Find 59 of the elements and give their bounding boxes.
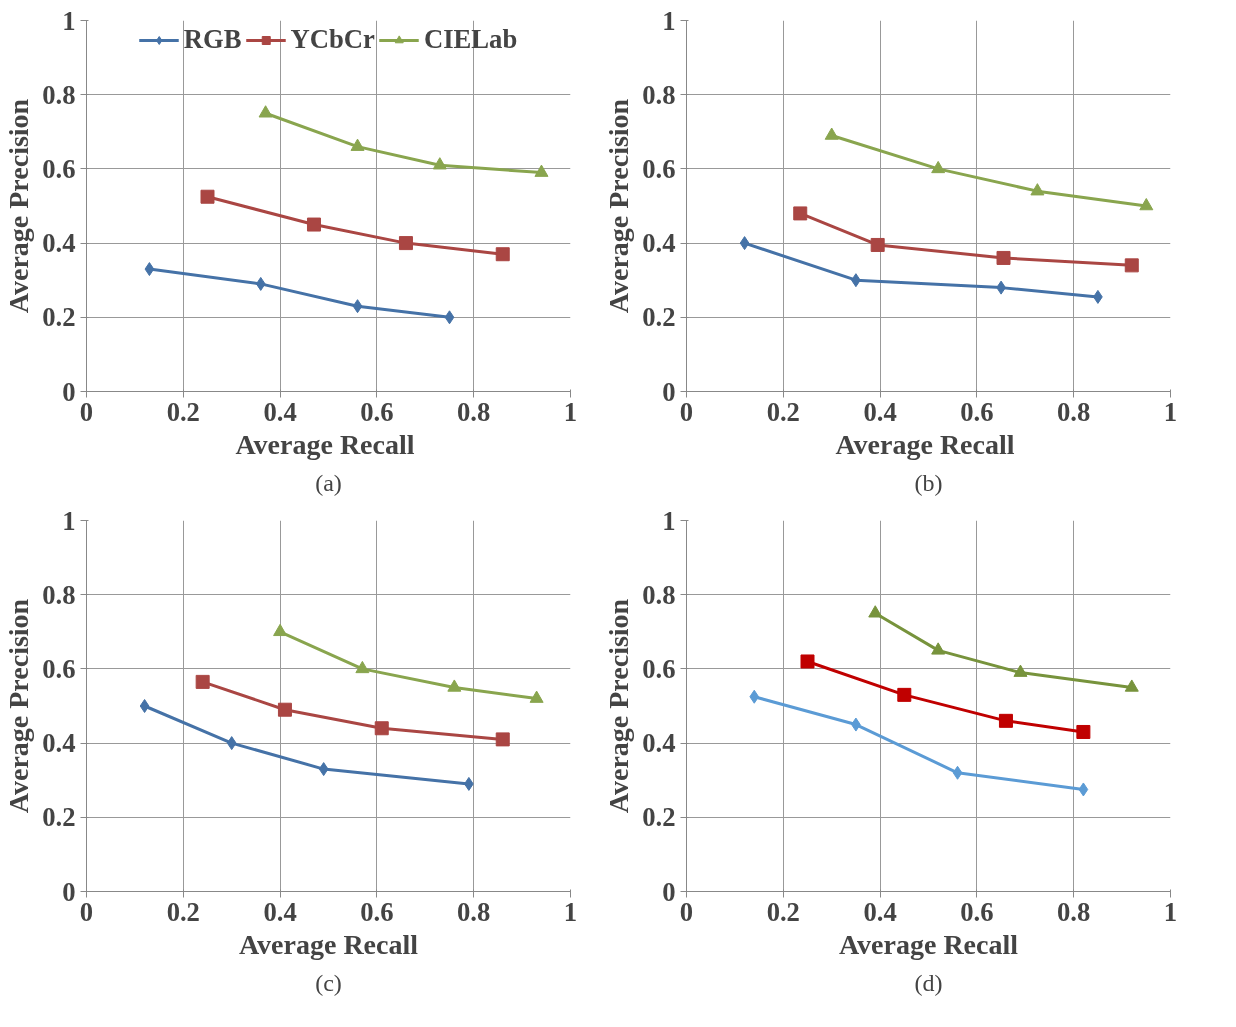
legend-label: RGB bbox=[183, 24, 242, 55]
y-axis-title: Average Precision bbox=[603, 598, 635, 814]
text: (c) bbox=[315, 969, 342, 996]
y-tick-label: 0.2 bbox=[642, 302, 676, 333]
x-tick-label: 0.8 bbox=[457, 896, 491, 927]
y-tick-label: 0.8 bbox=[42, 79, 76, 110]
y-tick-label: 0.8 bbox=[42, 579, 76, 610]
text: (a) bbox=[315, 469, 342, 496]
y-tick-label: 0.2 bbox=[42, 802, 76, 833]
x-tick-label: 0.8 bbox=[457, 396, 491, 427]
y-tick-label: 1 bbox=[62, 5, 76, 36]
y-axis-title: Average Precision bbox=[3, 598, 35, 814]
x-tick-label: 0.2 bbox=[766, 396, 800, 427]
legend-label: YCbCr bbox=[290, 24, 375, 55]
x-tick-label: 1 bbox=[563, 896, 578, 927]
y-tick-label: 0 bbox=[662, 376, 676, 407]
y-tick-label: 0.4 bbox=[642, 728, 676, 759]
y-axis-title: Average Precision bbox=[603, 98, 635, 314]
x-tick-label: 0.6 bbox=[360, 396, 394, 427]
y-tick-label: 0.2 bbox=[42, 302, 76, 333]
y-tick-label: 0.4 bbox=[42, 728, 76, 759]
y-tick-label: 0.8 bbox=[642, 79, 676, 110]
x-tick-label: 0.8 bbox=[1057, 396, 1091, 427]
x-tick-label: 0.8 bbox=[1057, 896, 1091, 927]
y-axis-title: Average Precision bbox=[3, 98, 35, 314]
y-tick-label: 1 bbox=[62, 505, 76, 536]
x-tick-label: 0.6 bbox=[960, 896, 994, 927]
x-tick-label: 0.6 bbox=[960, 396, 994, 427]
y-tick-label: 1 bbox=[662, 5, 676, 36]
x-tick-label: 0.2 bbox=[766, 896, 800, 927]
y-tick-label: 0.6 bbox=[42, 153, 76, 184]
y-tick-label: 0 bbox=[662, 876, 676, 907]
x-tick-label: 1 bbox=[1163, 896, 1178, 927]
x-tick-label: 0.6 bbox=[360, 896, 394, 927]
x-tick-label: 1 bbox=[563, 396, 578, 427]
y-tick-label: 0.6 bbox=[642, 653, 676, 684]
y-tick-label: 0.4 bbox=[42, 228, 76, 259]
x-axis-title: Average Recall bbox=[238, 928, 419, 960]
x-axis-title: Average Recall bbox=[835, 428, 1015, 460]
y-tick-label: 0.6 bbox=[42, 653, 76, 684]
x-tick-label: 0.4 bbox=[863, 896, 897, 927]
y-tick-label: 1 bbox=[662, 505, 676, 536]
legend-label: CIELab bbox=[423, 24, 518, 55]
x-axis-title: Average Recall bbox=[235, 428, 415, 460]
text: (b) bbox=[914, 469, 943, 496]
y-tick-label: 0.8 bbox=[642, 579, 676, 610]
x-tick-label: 0.2 bbox=[166, 396, 200, 427]
x-tick-label: 0.4 bbox=[263, 396, 297, 427]
y-tick-label: 0.4 bbox=[642, 228, 676, 259]
y-tick-label: 0.6 bbox=[642, 153, 676, 184]
y-tick-label: 0 bbox=[62, 376, 76, 407]
text: (d) bbox=[914, 969, 943, 996]
x-axis-title: Average Recall bbox=[838, 928, 1019, 960]
x-tick-label: 0.2 bbox=[166, 896, 200, 927]
x-tick-label: 0.4 bbox=[863, 396, 897, 427]
x-tick-label: 1 bbox=[1163, 396, 1178, 427]
y-tick-label: 0 bbox=[62, 876, 76, 907]
y-tick-label: 0.2 bbox=[642, 802, 676, 833]
x-tick-label: 0.4 bbox=[263, 896, 297, 927]
